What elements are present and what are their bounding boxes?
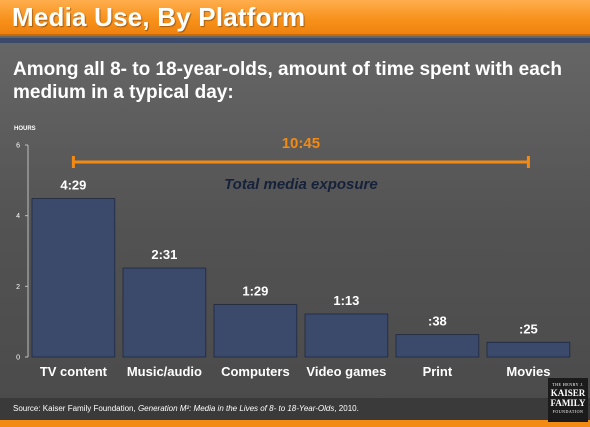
- bar-value-label: 2:31: [151, 247, 177, 262]
- bar-value-label: :25: [519, 321, 538, 336]
- bar-value-label: 1:13: [333, 293, 359, 308]
- bar: [31, 198, 116, 358]
- category-label: Print: [423, 364, 453, 379]
- kaiser-logo: THE HENRY J. KAISER FAMILY FOUNDATION: [548, 378, 588, 422]
- total-caption: Total media exposure: [224, 176, 378, 193]
- title-bar: Media Use, By Platform: [0, 0, 590, 36]
- title-stripe: [0, 38, 590, 43]
- bar: [395, 334, 480, 358]
- total-value-label: 10:45: [282, 135, 320, 152]
- bar-value-label: 1:29: [242, 284, 268, 299]
- category-label: Music/audio: [127, 364, 202, 379]
- logo-line-4: FOUNDATION: [552, 409, 584, 414]
- footer-band: [0, 398, 590, 420]
- slide-title: Media Use, By Platform: [12, 2, 306, 32]
- bar: [304, 313, 389, 358]
- y-axis-title: HOURS: [14, 126, 36, 132]
- bar-value-label: :38: [428, 314, 447, 329]
- y-tick-label: 6: [16, 143, 20, 150]
- logo-line-1: THE HENRY J.: [552, 382, 584, 387]
- category-label: TV content: [40, 364, 108, 379]
- logo-line-2: KAISER: [550, 388, 586, 398]
- source-title: Generation M²: Media in the Lives of 8- …: [137, 404, 335, 413]
- category-label: Video games: [306, 364, 386, 379]
- bar: [213, 304, 298, 358]
- bar-value-label: 4:29: [60, 178, 86, 193]
- y-tick-label: 4: [16, 213, 20, 220]
- source-suffix: , 2010.: [334, 404, 359, 413]
- y-tick-label: 2: [16, 284, 20, 291]
- source-note: Source: Kaiser Family Foundation, Genera…: [13, 404, 359, 413]
- source-prefix: Source: Kaiser Family Foundation,: [13, 404, 138, 413]
- bar: [486, 341, 571, 358]
- y-tick-label: 0: [16, 355, 20, 362]
- bottom-accent-band: [0, 420, 590, 427]
- bar: [122, 267, 207, 358]
- category-label: Movies: [506, 364, 550, 379]
- slide-subtitle: Among all 8- to 18-year-olds, amount of …: [13, 59, 562, 103]
- category-label: Computers: [221, 364, 290, 379]
- bar-chart: HOURS 0 2 4 6 4:29 TV content 2:31 Music/audio 1:…: [14, 126, 571, 379]
- logo-line-3: FAMILY: [550, 398, 586, 408]
